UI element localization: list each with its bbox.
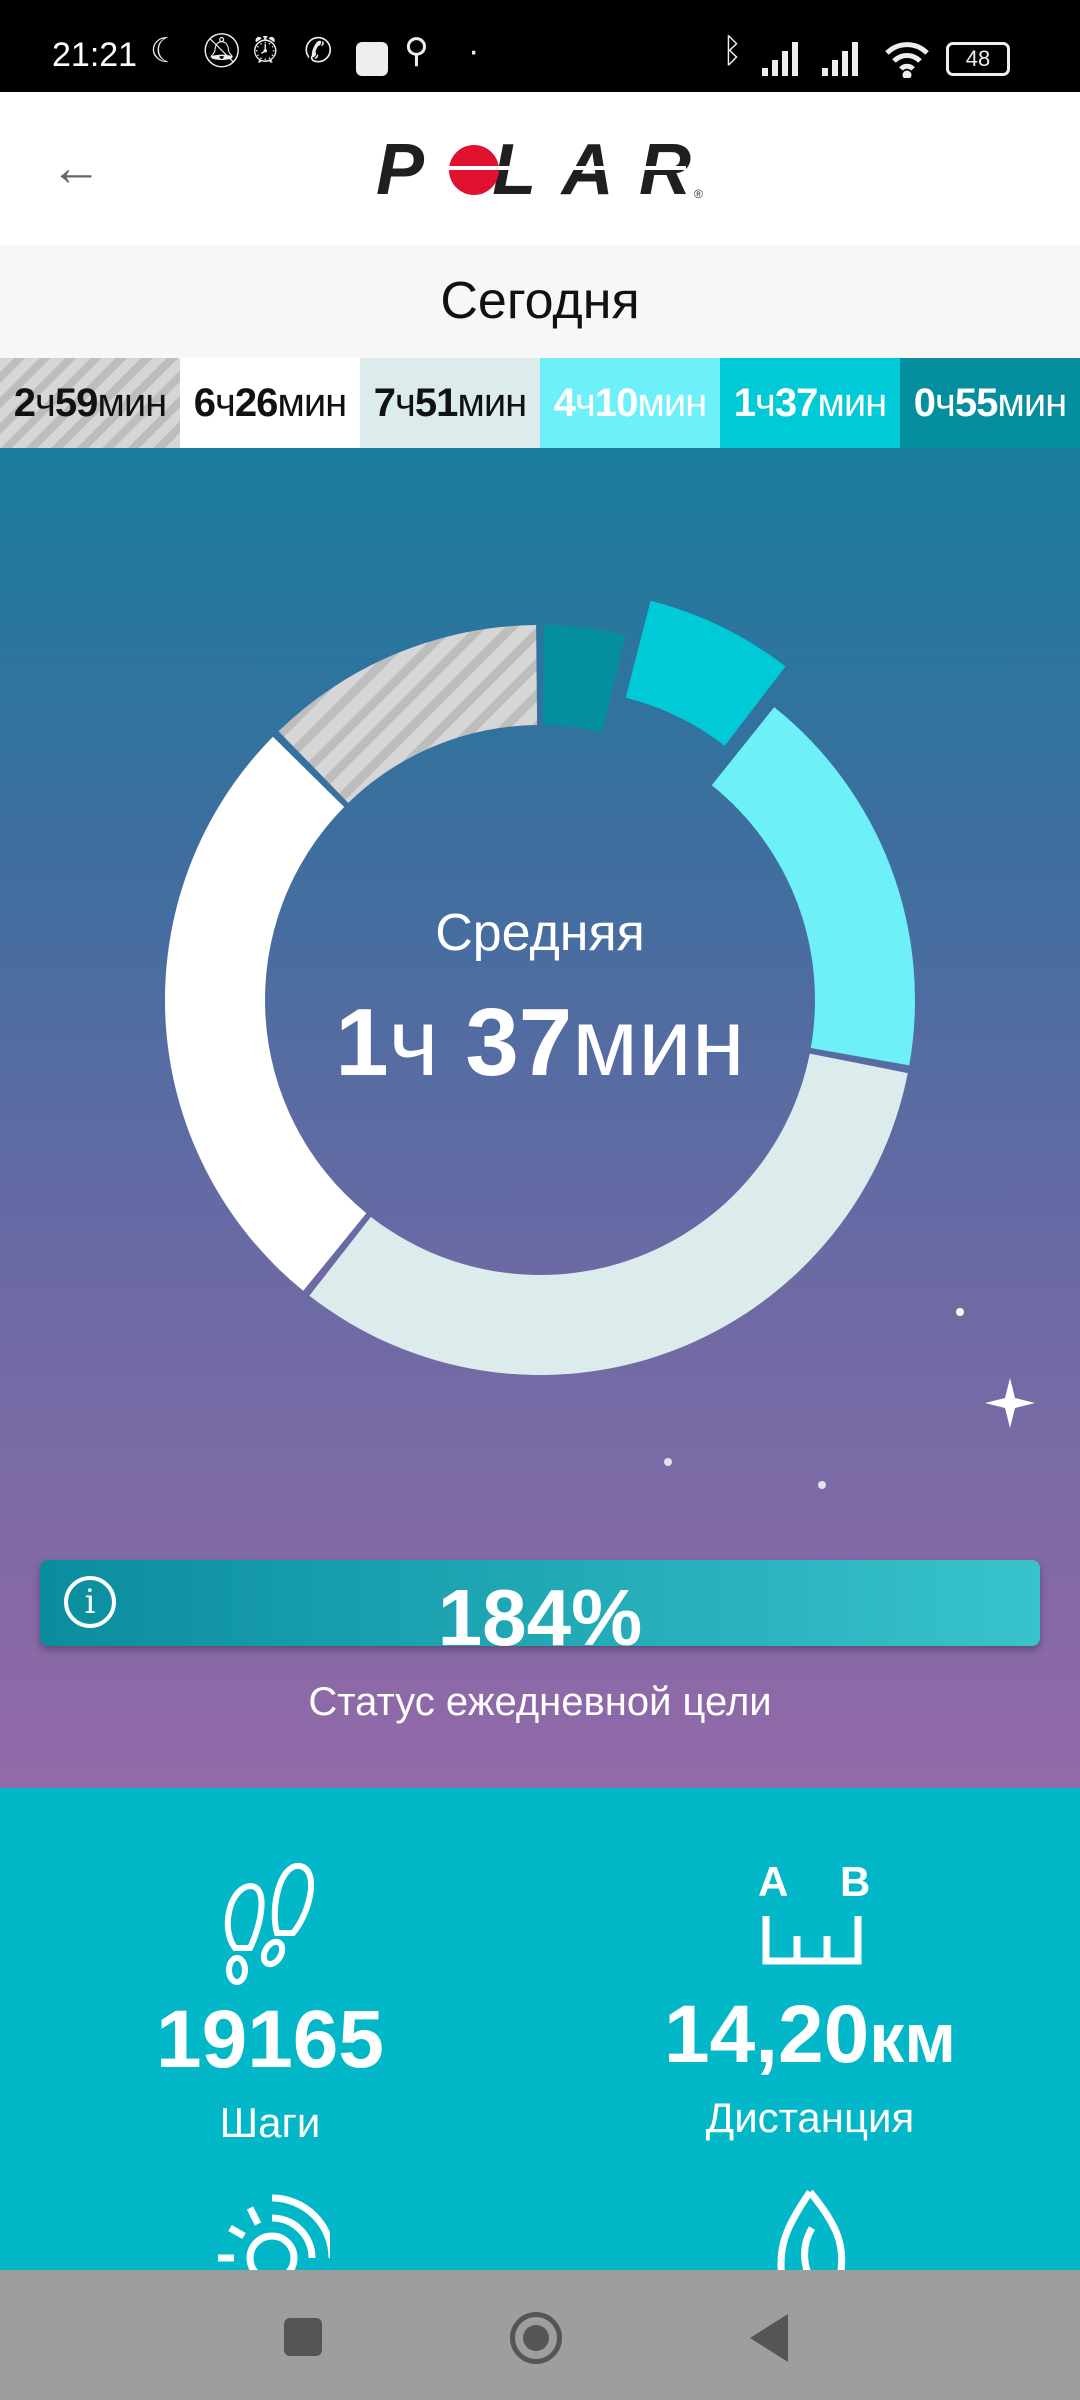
icon-b: B (840, 1858, 871, 1905)
arrow-left-icon[interactable]: ← (50, 139, 102, 197)
svg-text:P LAR: P LAR (376, 136, 691, 206)
search-icon: ⚲ (404, 32, 429, 70)
segment-hu: ч (34, 381, 56, 425)
app-header: ← P LAR ® (0, 92, 1080, 245)
segment-mu: мин (637, 381, 707, 425)
distance-unit: км (869, 1999, 957, 2077)
stats-panel: 19165 Шаги A B 14,20км Дистанция (0, 1788, 1080, 2270)
zone-segment[interactable]: 0ч55мин (900, 358, 1080, 448)
sparkle-icon (985, 1378, 1035, 1428)
center-minutes-unit: мин (572, 989, 745, 1096)
footsteps-icon (224, 1863, 315, 1985)
steps-value: 19165 (155, 1994, 385, 2085)
segment-m: 55 (954, 381, 998, 425)
alarm-icon: ⏰︎ (252, 32, 279, 70)
segment-mu: мин (817, 381, 887, 425)
bluetooth-icon: ᛒ (722, 32, 743, 70)
recents-button[interactable] (284, 2318, 322, 2356)
whatsapp-icon: ✆ (304, 32, 333, 70)
segment-hu: ч (934, 381, 956, 425)
segment-hu: ч (574, 381, 596, 425)
distance-ab-icon: A B (540, 1858, 1080, 1988)
battery-icon: 48 (946, 42, 1010, 76)
back-button[interactable] (750, 2314, 788, 2362)
segment-m: 10 (594, 381, 638, 425)
zone-strip: 2ч59мин 6ч26мин 7ч51мин 4ч10мин 1ч37мин 0ч55м… (0, 358, 1080, 448)
app-icon (356, 42, 388, 76)
segment-h: 4 (553, 381, 576, 425)
steps-stat[interactable]: 19165 Шаги (0, 1858, 540, 2147)
wifi-icon (885, 42, 929, 78)
donut-segment[interactable] (278, 625, 538, 803)
status-bar: 21:21 ☾ 🔕︎ ⏰︎ ✆ ⚲ · ᛒ 48 (0, 0, 1080, 92)
center-value: 1ч 37мин (0, 988, 1080, 1098)
segment-mu: мин (97, 381, 167, 425)
donut-segment[interactable] (625, 600, 786, 746)
donut-segment[interactable] (309, 1053, 908, 1376)
signal-icon (822, 42, 858, 76)
distance-label: Дистанция (705, 2094, 915, 2141)
steps-label: Шаги (219, 2099, 321, 2146)
segment-m: 59 (54, 381, 98, 425)
icon-a: A (758, 1858, 789, 1905)
distance-value: 14,20 (663, 1989, 870, 2080)
segment-h: 2 (13, 381, 36, 425)
bell-off-icon: 🔕︎ (200, 32, 244, 70)
navigation-bar (0, 2270, 1080, 2400)
star-dot (664, 1458, 672, 1466)
center-minutes: 37 (465, 989, 573, 1096)
polar-logo: P LAR ® (376, 136, 703, 206)
signal-icon (762, 42, 798, 76)
segment-h: 7 (373, 381, 396, 425)
day-title[interactable]: Сегодня (0, 245, 1080, 358)
segment-m: 37 (774, 381, 818, 425)
star-dot (956, 1308, 964, 1316)
segment-h: 6 (193, 381, 216, 425)
info-icon[interactable]: i (64, 1576, 116, 1628)
activity-panel: Средняя 1ч 37мин i 184% Статус ежедневно… (0, 448, 1080, 1788)
segment-m: 51 (414, 381, 458, 425)
daily-goal-bar[interactable]: i 184% (40, 1560, 1040, 1646)
segment-hu: ч (214, 381, 236, 425)
donut-segment[interactable] (165, 736, 367, 1291)
segment-h: 0 (913, 381, 936, 425)
zone-segment[interactable]: 2ч59мин (0, 358, 180, 448)
home-button[interactable] (510, 2312, 562, 2364)
active-time-icon (218, 2194, 330, 2270)
center-hours-unit: ч (388, 989, 466, 1096)
segment-h: 1 (733, 381, 756, 425)
segment-m: 26 (234, 381, 278, 425)
distance-stat[interactable]: A B 14,20км Дистанция (540, 1858, 1080, 2142)
center-hours: 1 (335, 989, 389, 1096)
calories-icon (777, 2189, 846, 2270)
segment-hu: ч (754, 381, 776, 425)
status-time: 21:21 (52, 36, 138, 74)
moon-icon: ☾ (150, 32, 181, 70)
zone-segment[interactable]: 4ч10мин (540, 358, 720, 448)
activity-donut (165, 600, 1035, 1489)
dot-icon: · (468, 32, 480, 70)
center-label: Средняя (435, 904, 645, 962)
donut-segment[interactable] (711, 707, 915, 1066)
star-dot (818, 1481, 826, 1489)
svg-text:®: ® (694, 187, 703, 201)
goal-label: Статус ежедневной цели (308, 1680, 772, 1724)
donut-segment[interactable] (542, 625, 626, 733)
zone-segment[interactable]: 7ч51мин (360, 358, 540, 448)
goal-percent: 184% (437, 1573, 643, 1646)
zone-segment[interactable]: 1ч37мин (720, 358, 900, 448)
segment-hu: ч (394, 381, 416, 425)
zone-segment[interactable]: 6ч26мин (180, 358, 360, 448)
segment-mu: мин (997, 381, 1067, 425)
segment-mu: мин (457, 381, 527, 425)
segment-mu: мин (277, 381, 347, 425)
